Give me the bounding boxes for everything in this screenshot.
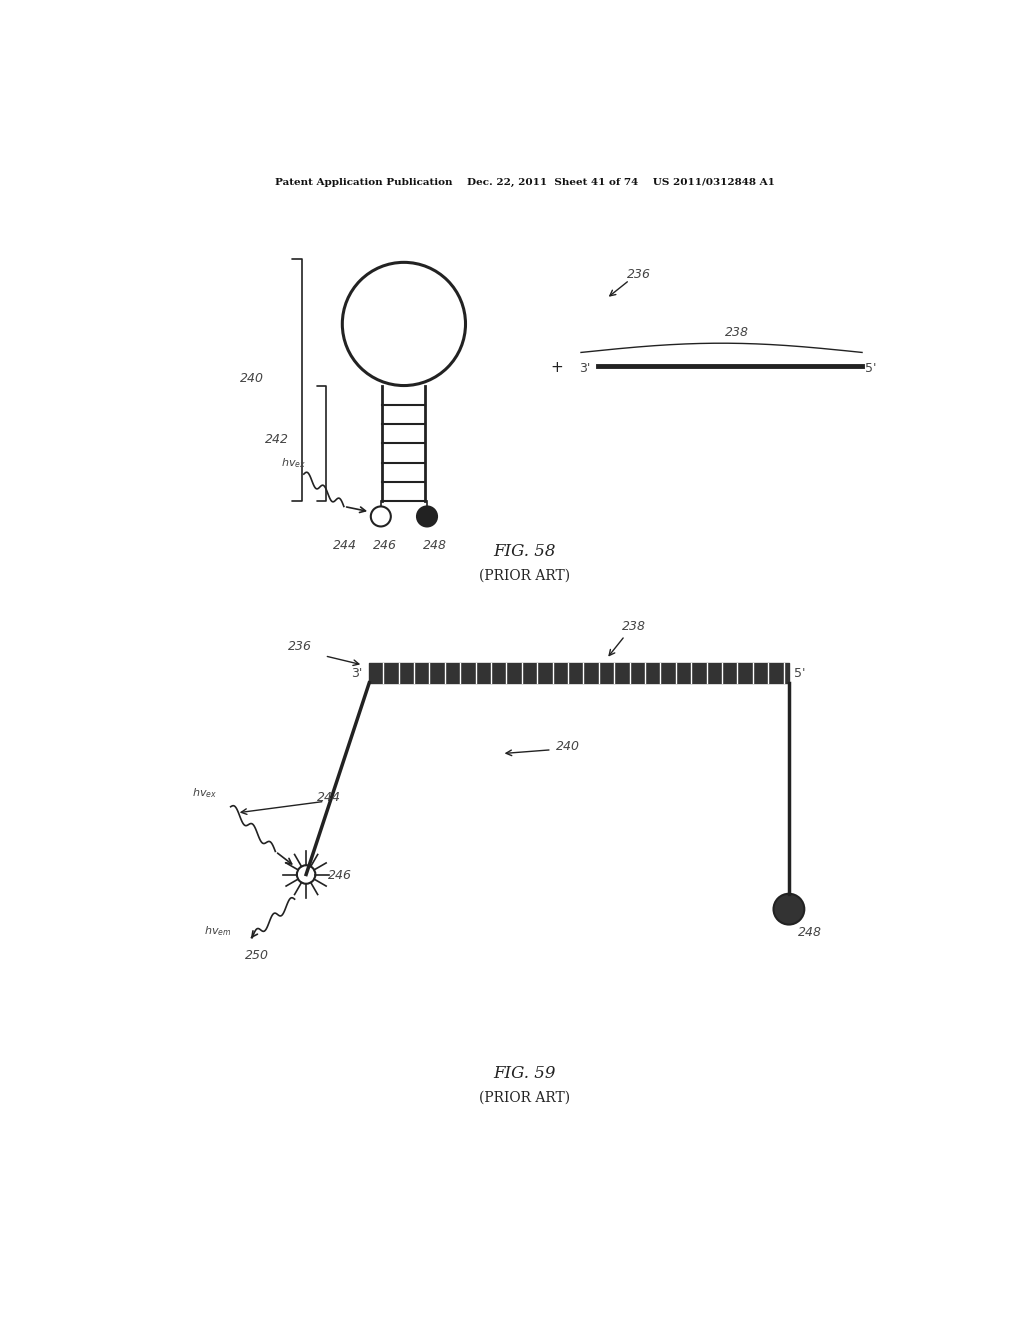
Text: Patent Application Publication    Dec. 22, 2011  Sheet 41 of 74    US 2011/03128: Patent Application Publication Dec. 22, … [274,178,775,186]
Text: 240: 240 [241,372,264,384]
Text: $hv_{em}$: $hv_{em}$ [205,924,231,937]
Circle shape [297,866,315,884]
Text: FIG. 59: FIG. 59 [494,1065,556,1081]
Text: 240: 240 [556,739,580,752]
Text: 5': 5' [865,363,877,375]
Text: 3': 3' [580,363,591,375]
Text: 238: 238 [622,619,646,632]
Text: 236: 236 [289,640,312,652]
Text: 246: 246 [373,539,397,552]
Text: $hv_{ex}$: $hv_{ex}$ [281,457,306,470]
Text: (PRIOR ART): (PRIOR ART) [479,569,570,582]
Text: 244: 244 [316,792,341,804]
Text: 248: 248 [423,539,447,552]
Circle shape [417,507,437,527]
Text: FIG. 58: FIG. 58 [494,543,556,560]
Text: 3': 3' [351,667,362,680]
Text: +: + [550,360,563,375]
Text: 236: 236 [628,268,651,281]
Text: 238: 238 [725,326,749,338]
Text: 5': 5' [794,667,805,680]
Text: (PRIOR ART): (PRIOR ART) [479,1090,570,1105]
Text: 246: 246 [328,869,351,882]
Text: $hv_{ex}$: $hv_{ex}$ [193,785,217,800]
Text: 244: 244 [333,539,357,552]
Circle shape [773,894,804,924]
Text: 250: 250 [245,949,268,962]
Text: 242: 242 [265,433,289,446]
Text: 248: 248 [798,927,822,939]
